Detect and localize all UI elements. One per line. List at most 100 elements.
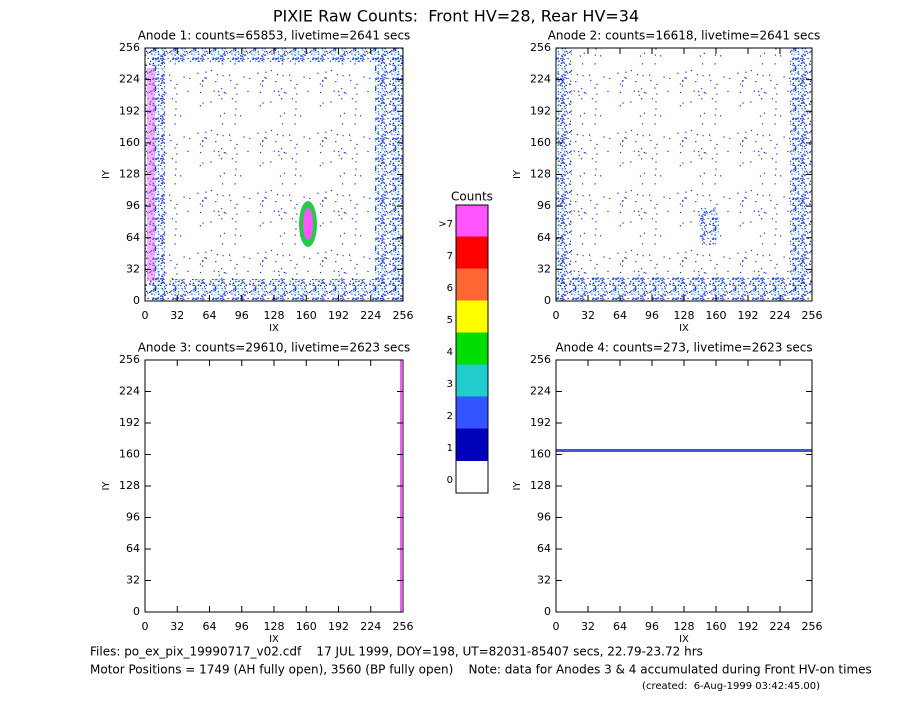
- x-tick-label: 192: [738, 309, 759, 322]
- y-tick-label: 256: [530, 353, 551, 366]
- y-tick-label: 128: [530, 479, 551, 492]
- colorbar-swatch: [456, 461, 488, 493]
- footer-line: Motor Positions = 1749 (AH fully open), …: [90, 663, 872, 677]
- y-tick-label: 96: [126, 199, 140, 212]
- blob: [699, 206, 719, 246]
- x-tick-label: 192: [328, 620, 349, 633]
- y-tick-label: 256: [119, 41, 140, 54]
- x-tick-label: 224: [770, 309, 791, 322]
- y-tick-label: 192: [530, 416, 551, 429]
- panel-title: Anode 2: counts=16618, livetime=2641 sec…: [548, 29, 821, 43]
- x-tick-label: 224: [770, 620, 791, 633]
- y-tick-label: 128: [530, 168, 551, 181]
- y-tick-label: 64: [537, 231, 551, 244]
- y-tick-label: 256: [119, 353, 140, 366]
- colorbar-label: 6: [447, 283, 453, 294]
- y-tick-label: 192: [119, 416, 140, 429]
- x-tick-label: 224: [360, 620, 381, 633]
- x-tick-label: 128: [264, 309, 285, 322]
- colorbar-label: 0: [447, 475, 453, 486]
- y-tick-label: 96: [537, 511, 551, 524]
- y-tick-label: 224: [119, 73, 140, 86]
- x-axis-label: IX: [679, 323, 689, 334]
- x-tick-label: 160: [296, 309, 317, 322]
- colorbar-swatch: [455, 332, 489, 366]
- colorbar-label: 1: [447, 443, 453, 454]
- footer-line: Files: po_ex_pix_19990717_v02.cdf 17 JUL…: [90, 645, 703, 659]
- x-tick-label: 96: [645, 309, 659, 322]
- x-tick-label: 96: [235, 309, 249, 322]
- y-tick-label: 32: [537, 574, 551, 587]
- y-tick-label: 64: [126, 542, 140, 555]
- x-tick-label: 160: [296, 620, 317, 633]
- panel-title: Anode 1: counts=65853, livetime=2641 sec…: [138, 29, 411, 43]
- y-tick-label: 224: [530, 385, 551, 398]
- y-tick-label: 64: [126, 231, 140, 244]
- y-axis-label: IY: [512, 481, 523, 491]
- colorbar-label: 5: [447, 315, 453, 326]
- y-tick-label: 192: [119, 104, 140, 117]
- x-tick-label: 256: [393, 620, 414, 633]
- x-tick-label: 256: [802, 309, 823, 322]
- y-tick-label: 32: [126, 262, 140, 275]
- y-tick-label: 224: [119, 385, 140, 398]
- y-tick-label: 0: [133, 605, 140, 618]
- x-tick-label: 160: [706, 309, 727, 322]
- texture: [145, 48, 403, 301]
- x-tick-label: 96: [235, 620, 249, 633]
- x-tick-label: 96: [645, 620, 659, 633]
- y-axis-label: IY: [101, 481, 112, 491]
- y-tick-label: 160: [530, 136, 551, 149]
- x-tick-label: 32: [581, 309, 595, 322]
- colorbar-swatch: [455, 364, 489, 398]
- colorbar-swatch: [455, 396, 489, 430]
- colorbar-label: 2: [447, 411, 453, 422]
- colorbar-swatch: [455, 204, 489, 238]
- y-tick-label: 64: [537, 542, 551, 555]
- y-tick-label: 96: [537, 199, 551, 212]
- colorbar-swatch: [455, 268, 489, 302]
- x-tick-label: 32: [581, 620, 595, 633]
- x-axis-label: IX: [679, 634, 689, 645]
- x-tick-label: 256: [393, 309, 414, 322]
- blob: [303, 208, 313, 240]
- x-tick-label: 128: [674, 620, 695, 633]
- y-tick-label: 160: [119, 448, 140, 461]
- y-tick-label: 32: [126, 574, 140, 587]
- colorbar-label: 7: [447, 251, 453, 262]
- plot-frame: [144, 359, 404, 613]
- x-tick-label: 0: [553, 309, 560, 322]
- panel-title: Anode 4: counts=273, livetime=2623 secs: [555, 341, 812, 355]
- colorbar-swatch: [455, 428, 489, 462]
- panel-title: Anode 3: counts=29610, livetime=2623 sec…: [138, 341, 411, 355]
- footer-line: (created: 6-Aug-1999 03:42:45.00): [642, 681, 820, 692]
- page-title: PIXIE Raw Counts: Front HV=28, Rear HV=3…: [273, 7, 639, 26]
- x-tick-label: 128: [674, 309, 695, 322]
- x-tick-label: 64: [613, 620, 627, 633]
- y-tick-label: 0: [133, 294, 140, 307]
- x-tick-label: 160: [706, 620, 727, 633]
- x-tick-label: 64: [203, 620, 217, 633]
- y-tick-label: 192: [530, 104, 551, 117]
- x-tick-label: 256: [802, 620, 823, 633]
- x-tick-label: 64: [203, 309, 217, 322]
- texture: [556, 48, 812, 301]
- y-tick-label: 128: [119, 168, 140, 181]
- plot-frame: [555, 359, 813, 613]
- colorbar-swatch: [455, 300, 489, 334]
- y-tick-label: 0: [544, 605, 551, 618]
- y-tick-label: 0: [544, 294, 551, 307]
- y-axis-label: IY: [512, 169, 523, 179]
- y-tick-label: 32: [537, 262, 551, 275]
- colorbar-label: 4: [447, 347, 453, 358]
- x-tick-label: 0: [142, 309, 149, 322]
- y-tick-label: 128: [119, 479, 140, 492]
- x-tick-label: 32: [170, 620, 184, 633]
- y-tick-label: 224: [530, 73, 551, 86]
- x-tick-label: 64: [613, 309, 627, 322]
- y-tick-label: 160: [119, 136, 140, 149]
- colorbar-frame: [455, 204, 489, 494]
- y-axis-label: IY: [101, 169, 112, 179]
- colorbar-label: 3: [447, 379, 453, 390]
